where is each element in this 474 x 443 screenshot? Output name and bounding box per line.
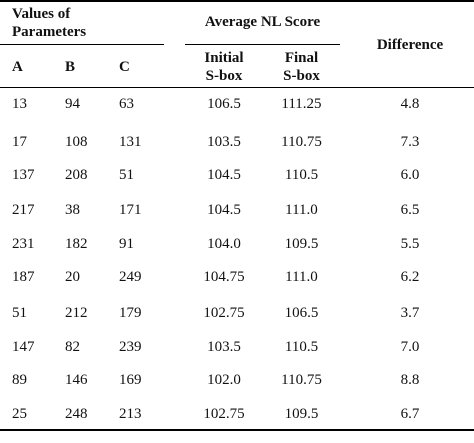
cell-b: 248 — [65, 406, 88, 422]
table-row: 217 38 171 104.5 111.0 6.5 — [0, 201, 474, 239]
cell-difference: 6.7 — [400, 406, 420, 422]
header-difference: Difference — [376, 37, 444, 53]
cell-final: 109.5 — [284, 236, 319, 252]
cell-b: 182 — [65, 236, 88, 252]
header-col-b: B — [65, 59, 76, 75]
cell-initial: 102.0 — [207, 372, 241, 388]
cell-initial: 104.5 — [207, 202, 241, 218]
cell-difference: 8.8 — [400, 372, 420, 388]
cell-b: 38 — [65, 202, 80, 218]
cell-a: 51 — [12, 305, 27, 321]
cell-final: 106.5 — [284, 305, 319, 321]
cell-initial: 102.75 — [203, 305, 245, 321]
table-row: 13 94 63 106.5 111.25 4.8 — [0, 95, 474, 133]
cell-initial: 102.75 — [203, 406, 245, 422]
cell-final: 110.75 — [281, 134, 322, 150]
header-final-sbox: Final S-box — [283, 50, 320, 84]
cell-a: 137 — [12, 167, 35, 183]
cell-c: 63 — [119, 96, 134, 112]
cell-a: 147 — [12, 339, 35, 355]
header-values-of-parameters: Values of Parameters — [12, 6, 87, 40]
header-col-c: C — [119, 59, 130, 75]
cell-c: 179 — [119, 305, 142, 321]
cell-final: 111.0 — [285, 269, 318, 285]
cell-difference: 6.5 — [400, 202, 420, 218]
cell-final: 110.75 — [281, 372, 322, 388]
header-bottom-rule — [0, 87, 474, 88]
cell-difference: 6.0 — [400, 167, 420, 183]
cell-c: 239 — [119, 339, 142, 355]
cell-a: 89 — [12, 372, 27, 388]
table-row: 51 212 179 102.75 106.5 3.7 — [0, 304, 474, 342]
cell-final: 110.5 — [284, 167, 319, 183]
cell-a: 17 — [12, 134, 27, 150]
header-average-nl-score: Average NL Score — [204, 14, 321, 30]
cell-difference: 3.7 — [400, 305, 420, 321]
table-row: 17 108 131 103.5 110.75 7.3 — [0, 133, 474, 171]
cell-final: 110.5 — [284, 339, 319, 355]
cell-c: 91 — [119, 236, 134, 252]
header-initial-sbox: Initial S-box — [204, 50, 244, 84]
top-rule — [0, 0, 474, 2]
cell-c: 249 — [119, 269, 142, 285]
cell-initial: 103.5 — [207, 339, 241, 355]
cell-a: 13 — [12, 96, 27, 112]
cell-c: 213 — [119, 406, 142, 422]
cell-a: 25 — [12, 406, 27, 422]
cell-final: 109.5 — [284, 406, 319, 422]
parameters-underline — [0, 44, 164, 45]
table-row: 231 182 91 104.0 109.5 5.5 — [0, 235, 474, 273]
cell-b: 20 — [65, 269, 80, 285]
cell-initial: 104.5 — [207, 167, 241, 183]
cell-a: 231 — [12, 236, 35, 252]
cell-difference: 6.2 — [400, 269, 420, 285]
average-underline — [185, 44, 340, 45]
bottom-rule — [0, 429, 474, 431]
cell-a: 217 — [12, 202, 35, 218]
cell-b: 146 — [65, 372, 88, 388]
cell-c: 131 — [119, 134, 142, 150]
cell-final: 111.25 — [281, 96, 322, 112]
cell-b: 212 — [65, 305, 88, 321]
cell-difference: 7.0 — [400, 339, 420, 355]
table-row: 147 82 239 103.5 110.5 7.0 — [0, 338, 474, 376]
cell-initial: 103.5 — [207, 134, 241, 150]
cell-b: 108 — [65, 134, 88, 150]
table-row: 25 248 213 102.75 109.5 6.7 — [0, 405, 474, 443]
cell-final: 111.0 — [285, 202, 318, 218]
cell-c: 169 — [119, 372, 142, 388]
cell-c: 51 — [119, 167, 134, 183]
cell-a: 187 — [12, 269, 35, 285]
cell-c: 171 — [119, 202, 142, 218]
header-col-a: A — [12, 59, 23, 75]
cell-difference: 5.5 — [400, 236, 420, 252]
cell-initial: 106.5 — [207, 96, 241, 112]
cell-difference: 4.8 — [400, 96, 420, 112]
cell-initial: 104.0 — [207, 236, 241, 252]
table-row: 89 146 169 102.0 110.75 8.8 — [0, 371, 474, 409]
cell-b: 94 — [65, 96, 80, 112]
cell-b: 208 — [65, 167, 88, 183]
table-row: 137 208 51 104.5 110.5 6.0 — [0, 166, 474, 204]
table-row: 187 20 249 104.75 111.0 6.2 — [0, 268, 474, 306]
cell-initial: 104.75 — [203, 269, 245, 285]
cell-b: 82 — [65, 339, 80, 355]
cell-difference: 7.3 — [400, 134, 420, 150]
